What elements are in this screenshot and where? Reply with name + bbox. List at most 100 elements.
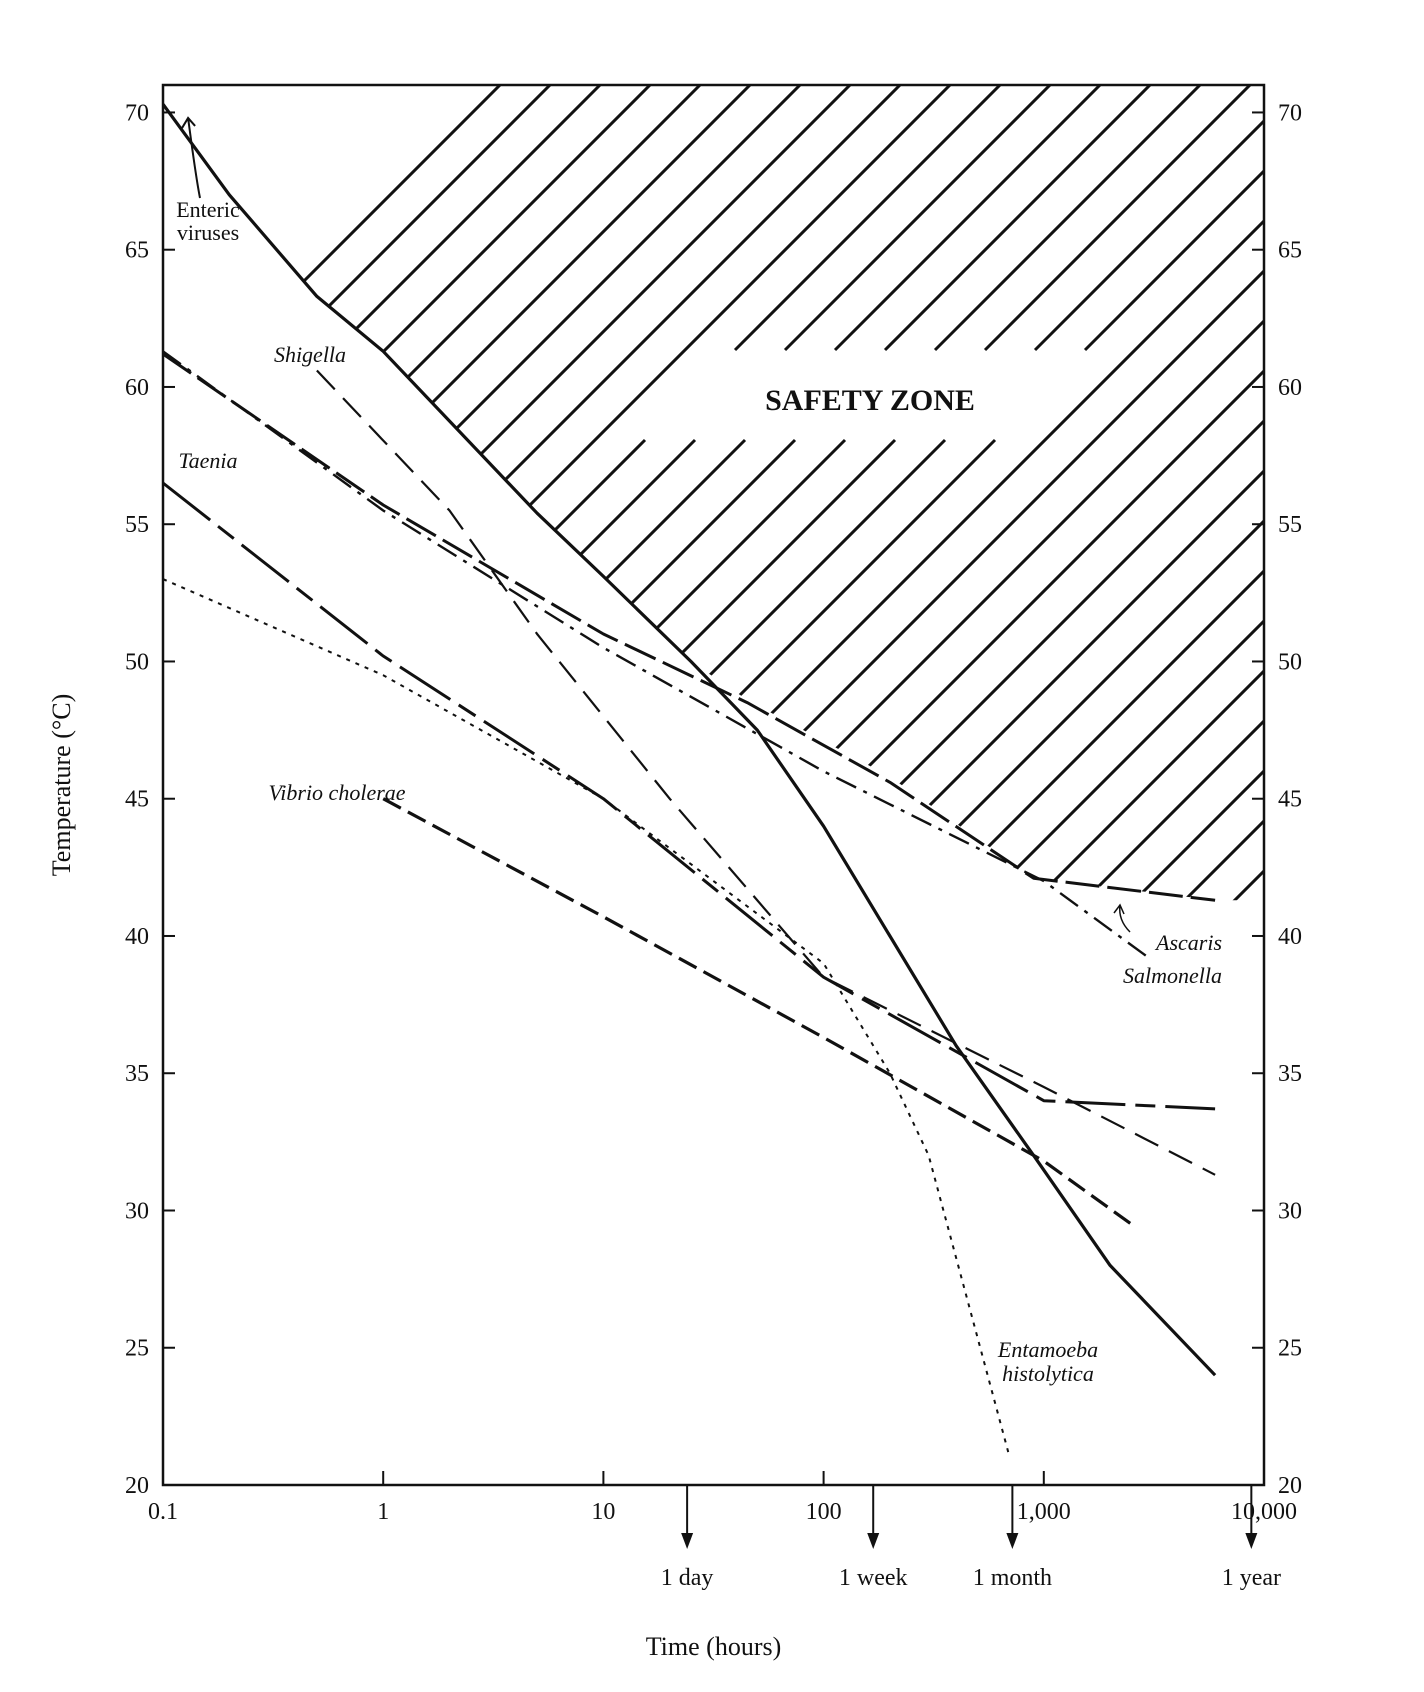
hatch-line [948,85,1264,901]
y-axis-title: Temperature (°C) [47,694,76,877]
time-marker-arrowhead [1006,1533,1019,1549]
hatch-line [933,85,1202,352]
hatch-line [163,438,797,901]
y-tick-label-left: 35 [125,1061,149,1087]
enteric-viruses-pointer-arrow [181,116,201,199]
hatch-line [248,85,1264,901]
time-marker-label: 1 day [661,1565,714,1591]
x-tick-label: 10 [591,1499,615,1525]
time-marker-label: 1 month [973,1565,1052,1591]
hatch-line [848,85,1264,901]
label-enteric-viruses-line1: Enteric [176,197,240,222]
y-tick-label-right: 30 [1278,1198,1302,1224]
hatch-line [163,85,952,901]
y-tick-label-right: 60 [1278,375,1302,401]
hatch-line [448,85,1264,901]
series-lines [163,103,1217,1458]
y-tick-label-left: 70 [125,100,149,126]
label-enteric-viruses-line2: viruses [177,220,239,245]
y-tick-label-right: 35 [1278,1061,1302,1087]
hatch-line [163,85,602,901]
hatch-line [548,85,1264,901]
hatch-line [883,85,1152,352]
hatch-line [163,438,897,901]
hatch-line [983,85,1252,352]
hatch-line [833,85,1102,352]
hatch-line [1083,85,1264,352]
hatch-line [163,438,847,901]
x-tick-label: 1,000 [1017,1499,1071,1525]
hatch-line [1048,85,1264,901]
hatch-line [348,85,1264,901]
label-salmonella: Salmonella [1123,963,1222,988]
ascaris-pointer-arrow [1113,903,1131,933]
hatch-line [163,438,997,901]
y-tick-label-left: 60 [125,375,149,401]
hatch-line [1248,85,1264,901]
plot-frame [161,83,1266,1487]
label-entamoeba-line2: histolytica [1002,1361,1094,1386]
y-tick-label-right: 25 [1278,1336,1302,1362]
time-markers: 1 day 1 week 1 month 1 year [661,1485,1281,1591]
hatch-line [733,85,1002,352]
safety-zone-hatching [163,85,1424,1485]
label-taenia: Taenia [178,448,237,473]
hatch-line [163,438,697,901]
y-tick-label-right: 45 [1278,787,1302,813]
hatch-line [163,85,652,901]
hatch-line [163,85,852,901]
hatch-line [1300,85,1424,1485]
x-tick-label: 100 [806,1499,842,1525]
safety-zone-label: SAFETY ZONE [765,384,975,417]
hatch-line [698,85,1264,901]
series-line-vibrio-cholerae [382,797,1133,1226]
y-tick-label-right: 40 [1278,924,1302,950]
hatch-line [1198,85,1264,901]
y-tick-label-left: 55 [125,512,149,538]
series-line-ascaris [163,352,1216,902]
hatch-line [163,438,747,901]
time-marker-arrowhead [867,1533,880,1549]
series-line-taenia [163,481,1216,1111]
y-tick-label-right: 20 [1278,1473,1302,1499]
y-tick-label-left: 25 [125,1336,149,1362]
plot-border [161,83,1266,1487]
time-marker-arrowhead [1245,1533,1258,1549]
hatch-line [163,85,702,901]
hatch-line [163,85,902,901]
series-line-enteric-viruses [163,103,1217,1377]
hatch-line [783,85,1052,352]
x-axis-title: Time (hours) [646,1632,782,1661]
y-tick-label-left: 30 [125,1198,149,1224]
y-tick-label-right: 70 [1278,100,1302,126]
hatch-line [898,85,1264,901]
hatch-line [163,85,752,901]
hatch-line [398,85,1264,901]
hatch-line [998,85,1264,901]
label-shigella: Shigella [274,342,346,367]
series-line-entamoeba-histolytica [163,578,1011,1458]
hatch-line [298,85,1264,901]
time-marker-label: 1 year [1222,1565,1281,1591]
label-ascaris: Ascaris [1154,930,1222,955]
hatch-line [1400,85,1424,1485]
hatch-line [163,438,947,901]
time-marker-label: 1 week [839,1565,908,1591]
series-line-shigella [316,369,1216,1176]
hatch-line [163,85,1264,901]
y-tick-label-left: 20 [125,1473,149,1499]
y-tick-label-left: 45 [125,787,149,813]
y-tick-label-right: 50 [1278,649,1302,675]
y-tick-label-left: 40 [125,924,149,950]
safety-zone-hatch-group [163,85,1424,1485]
time-marker-arrowhead [681,1533,694,1549]
hatch-line [498,85,1264,901]
axis-ticks: 20 20 25 25 30 30 35 35 40 40 45 45 50 50 55 55 60 60 65 65… [125,100,1302,1525]
y-tick-label-right: 55 [1278,512,1302,538]
x-tick-label: 0.1 [148,1499,178,1525]
hatch-line [163,438,647,901]
y-tick-label-left: 65 [125,238,149,264]
hatch-line [163,85,1264,901]
label-entamoeba-line1: Entamoeba [997,1337,1098,1362]
